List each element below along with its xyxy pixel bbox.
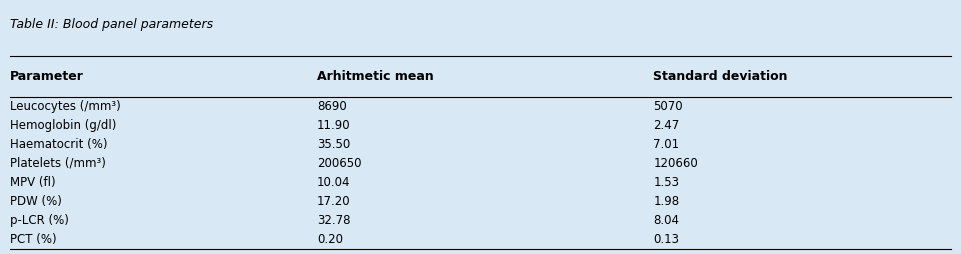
- Text: Hemoglobin (g/dl): Hemoglobin (g/dl): [10, 119, 116, 132]
- Text: Parameter: Parameter: [10, 70, 84, 83]
- Text: 0.20: 0.20: [317, 233, 343, 246]
- Text: Table II: Blood panel parameters: Table II: Blood panel parameters: [10, 18, 212, 31]
- Text: 8690: 8690: [317, 100, 347, 113]
- Text: Haematocrit (%): Haematocrit (%): [10, 138, 107, 151]
- Text: 120660: 120660: [653, 157, 699, 170]
- Text: 1.53: 1.53: [653, 176, 679, 189]
- Text: Arhitmetic mean: Arhitmetic mean: [317, 70, 433, 83]
- Text: Standard deviation: Standard deviation: [653, 70, 788, 83]
- Text: 32.78: 32.78: [317, 214, 351, 227]
- Text: 0.13: 0.13: [653, 233, 679, 246]
- Text: 10.04: 10.04: [317, 176, 351, 189]
- Text: PCT (%): PCT (%): [10, 233, 57, 246]
- Text: 8.04: 8.04: [653, 214, 679, 227]
- Text: 2.47: 2.47: [653, 119, 679, 132]
- Text: MPV (fl): MPV (fl): [10, 176, 55, 189]
- Text: 1.98: 1.98: [653, 195, 679, 208]
- Text: Leucocytes (/mm³): Leucocytes (/mm³): [10, 100, 120, 113]
- Text: 11.90: 11.90: [317, 119, 351, 132]
- Text: 200650: 200650: [317, 157, 361, 170]
- Text: 5070: 5070: [653, 100, 683, 113]
- Text: Platelets (/mm³): Platelets (/mm³): [10, 157, 106, 170]
- Text: 35.50: 35.50: [317, 138, 351, 151]
- Text: 7.01: 7.01: [653, 138, 679, 151]
- Text: 17.20: 17.20: [317, 195, 351, 208]
- Text: PDW (%): PDW (%): [10, 195, 62, 208]
- Text: p-LCR (%): p-LCR (%): [10, 214, 68, 227]
